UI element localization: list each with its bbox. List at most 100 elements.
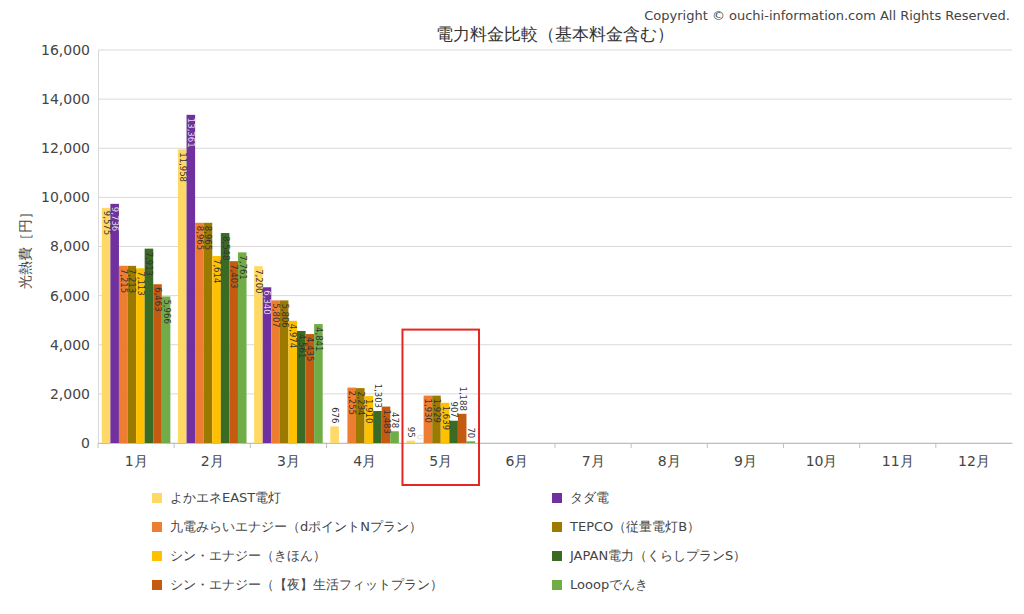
legend-label: シン・エナジー（きほん） (170, 548, 326, 563)
grid-line (98, 148, 1012, 149)
data-label: 7,913 (144, 252, 154, 276)
data-label: 5,806 (280, 303, 290, 327)
y-tick-label: 8,000 (50, 238, 90, 254)
data-label: 1,930 (423, 399, 433, 423)
data-label: 1,639 (441, 406, 451, 430)
bar (110, 204, 119, 443)
legend-label: タダ電 (570, 490, 609, 505)
x-tick-mark (631, 443, 632, 448)
y-tick-label: 12,000 (41, 140, 90, 156)
x-tick: 10月 (784, 443, 838, 469)
data-label: 9,575 (102, 211, 112, 235)
data-label: 1,929 (432, 399, 442, 423)
bar (330, 426, 339, 443)
grid-line (98, 246, 1012, 247)
x-tick: 1月 (98, 443, 148, 469)
x-tick-mark (98, 443, 99, 448)
y-tick: 14,000 (41, 91, 98, 107)
x-axis-line (99, 443, 1013, 444)
legend-label: TEPCO（従量電灯B） (569, 519, 700, 534)
legend-swatch (552, 551, 562, 561)
legend-swatch (152, 493, 162, 503)
legend-label: よかエネEAST電灯 (170, 490, 281, 505)
legend: よかエネEAST電灯 タダ電九電みらいエナジー（dポイントNプラン） TEPCO（従… (152, 490, 746, 592)
bar (178, 149, 187, 443)
legend-swatch (152, 580, 162, 590)
data-label: 11,958 (178, 152, 188, 182)
x-tick-mark (783, 443, 784, 448)
data-label: 478 (390, 412, 400, 428)
legend-swatch (552, 493, 562, 503)
grid-line (98, 99, 1012, 100)
x-tick-label: 11月 (882, 453, 914, 469)
data-label: 4,841 (314, 327, 324, 351)
x-tick-label: 5月 (429, 453, 452, 469)
y-tick: 0 (81, 435, 98, 451)
x-tick-label: 4月 (353, 453, 376, 469)
y-tick: 8,000 (50, 238, 98, 254)
data-label: 7,213 (127, 269, 137, 293)
x-tick: 4月 (327, 443, 377, 469)
y-axis-title: 光熱費［円］ (17, 205, 33, 289)
x-tick-label: 7月 (582, 453, 605, 469)
x-tick: 9月 (707, 443, 757, 469)
x-tick: 11月 (860, 443, 914, 469)
x-axis: 1月 2月 3月 4月 5月 6月 7月 8月 9月 10月 11月 12月 (98, 443, 1013, 469)
y-tick: 4,000 (50, 337, 98, 353)
data-label: 5,807 (271, 303, 281, 327)
data-label: 4,435 (305, 337, 315, 361)
data-label: 7,200 (254, 269, 264, 293)
data-label: 9,736 (110, 207, 120, 231)
chart: 電力料金比較（基本料金含む）Copyright © ouchi-informat… (0, 0, 1024, 614)
y-tick: 10,000 (41, 189, 98, 205)
data-label: 6,463 (153, 287, 163, 311)
y-tick-label: 4,000 (50, 337, 90, 353)
legend-item: シン・エナジー（【夜】生活フィットプラン） (152, 577, 443, 592)
grid-line (98, 50, 1012, 51)
bar (415, 443, 424, 444)
data-label: 1,483 (382, 410, 392, 434)
copyright: Copyright © ouchi-information.com All Ri… (644, 8, 1010, 23)
x-tick-label: 10月 (806, 453, 838, 469)
data-label: 70 (466, 427, 476, 438)
legend-label: Looopでんき (570, 577, 648, 592)
x-tick-label: 3月 (277, 453, 300, 469)
x-tick-mark (935, 443, 936, 448)
data-label: 8,965 (195, 226, 205, 250)
y-axis: 02,0004,0006,0008,00010,00012,00014,0001… (41, 42, 99, 451)
x-tick-label: 8月 (658, 453, 681, 469)
data-label: 7,761 (238, 255, 248, 279)
legend-swatch (152, 522, 162, 532)
x-tick: 12月 (936, 443, 990, 469)
data-label: 8,548 (221, 236, 231, 260)
bars (102, 115, 475, 443)
data-label: 6,340 (262, 290, 272, 314)
legend-label: JAPAN電力（くらしプランS） (569, 548, 746, 563)
data-label: 2,234 (356, 391, 366, 415)
legend-label: シン・エナジー（【夜】生活フィットプラン） (170, 577, 443, 592)
x-tick-mark (250, 443, 251, 448)
bar (212, 256, 221, 443)
legend-item: 九電みらいエナジー（dポイントNプラン） (152, 519, 422, 534)
x-tick-label: 6月 (505, 453, 528, 469)
data-labels: 9,57511,9587,200676959,73613,3616,34007,… (102, 118, 477, 440)
data-label: 1,188 (458, 386, 468, 410)
y-axis-line (98, 51, 99, 444)
x-tick-mark (174, 443, 175, 448)
bar (458, 414, 467, 443)
data-label: 907 (449, 401, 459, 417)
highlight-box (402, 330, 479, 485)
x-tick-label: 1月 (125, 453, 148, 469)
data-label: 2,255 (347, 391, 357, 415)
x-tick: 5月 (403, 443, 453, 469)
x-tick-label: 2月 (201, 453, 224, 469)
y-tick: 2,000 (50, 386, 98, 402)
x-tick: 2月 (174, 443, 224, 469)
x-tick: 8月 (631, 443, 681, 469)
legend-item: タダ電 (552, 490, 609, 505)
x-tick-label: 9月 (734, 453, 757, 469)
x-tick: 7月 (555, 443, 605, 469)
x-tick-label: 12月 (958, 453, 990, 469)
x-tick-mark (326, 443, 327, 448)
legend-swatch (552, 522, 562, 532)
